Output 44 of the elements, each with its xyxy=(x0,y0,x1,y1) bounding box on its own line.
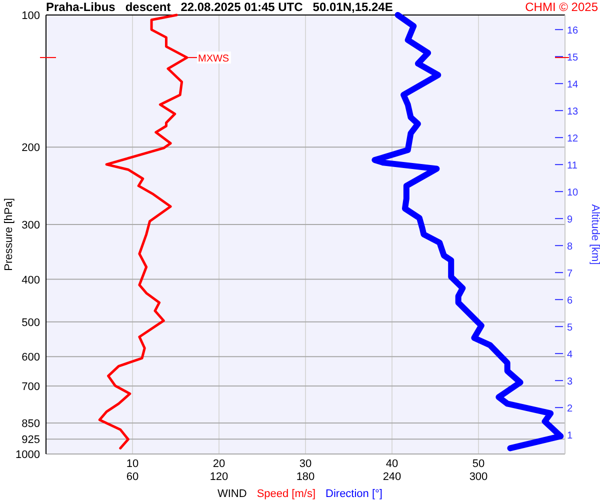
x-tick-label: 40 xyxy=(386,458,398,470)
y-tick-label: 850 xyxy=(22,418,40,430)
y-tick-label: 200 xyxy=(22,142,40,154)
y-tick-label: 100 xyxy=(22,10,40,22)
y-tick-label: 500 xyxy=(22,316,40,329)
x-tick-label: 30 xyxy=(299,458,312,470)
y2-tick-label: 7 xyxy=(567,268,573,280)
chart-title: Praha-Libus descent 22.08.2025 01:45 UTC 50.01N,15.24E xyxy=(46,0,393,14)
y2-tick-label: 9 xyxy=(567,214,573,226)
y-tick-label: 300 xyxy=(22,219,40,232)
y2-tick-label: 11 xyxy=(567,160,578,172)
x2-tick-label: 240 xyxy=(382,471,402,483)
y2-tick-label: 4 xyxy=(567,350,573,361)
y2-tick-label: 3 xyxy=(567,376,573,388)
x-tick-label: 20 xyxy=(212,458,226,470)
y-tick-label: 925 xyxy=(22,434,40,446)
y2-tick-label: 2 xyxy=(567,404,573,415)
y2-tick-label: 10 xyxy=(567,188,579,199)
y-tick-label: 400 xyxy=(22,274,40,286)
text: CHMI © 2025 xyxy=(525,0,598,14)
text: Direction [°] xyxy=(326,488,383,500)
y2-tick-label: 12 xyxy=(567,134,579,145)
y2-tick-label: 14 xyxy=(567,80,579,91)
x2-tick-label: 120 xyxy=(210,471,228,483)
y2-tick-label: 5 xyxy=(567,322,573,334)
y2-tick-label: 15 xyxy=(567,52,579,64)
text: Speed [m/s] xyxy=(256,488,316,500)
x2-tick-label: 300 xyxy=(469,471,488,483)
y-axis-title: Pressure [hPa] xyxy=(3,198,15,271)
y-tick-label: 700 xyxy=(22,381,40,393)
y-tick-label: 1000 xyxy=(16,449,40,461)
y2-tick-label: 8 xyxy=(567,242,573,253)
x2-tick-label: 60 xyxy=(126,471,139,483)
y-tick-label: 600 xyxy=(22,352,40,364)
x-tick-label: 10 xyxy=(126,458,139,470)
annotation: MXWS xyxy=(198,54,230,65)
y2-tick-label: 16 xyxy=(567,26,579,37)
x2-tick-label: 180 xyxy=(296,471,315,483)
y2-tick-label: 6 xyxy=(567,296,573,307)
y2-tick-label: 1 xyxy=(567,430,573,442)
x-tick-label: 50 xyxy=(472,458,485,470)
y2-tick-label: 13 xyxy=(567,106,579,118)
y2-axis-title: Altitude [km] xyxy=(589,204,600,265)
x-axis-title: WIND xyxy=(217,488,247,500)
